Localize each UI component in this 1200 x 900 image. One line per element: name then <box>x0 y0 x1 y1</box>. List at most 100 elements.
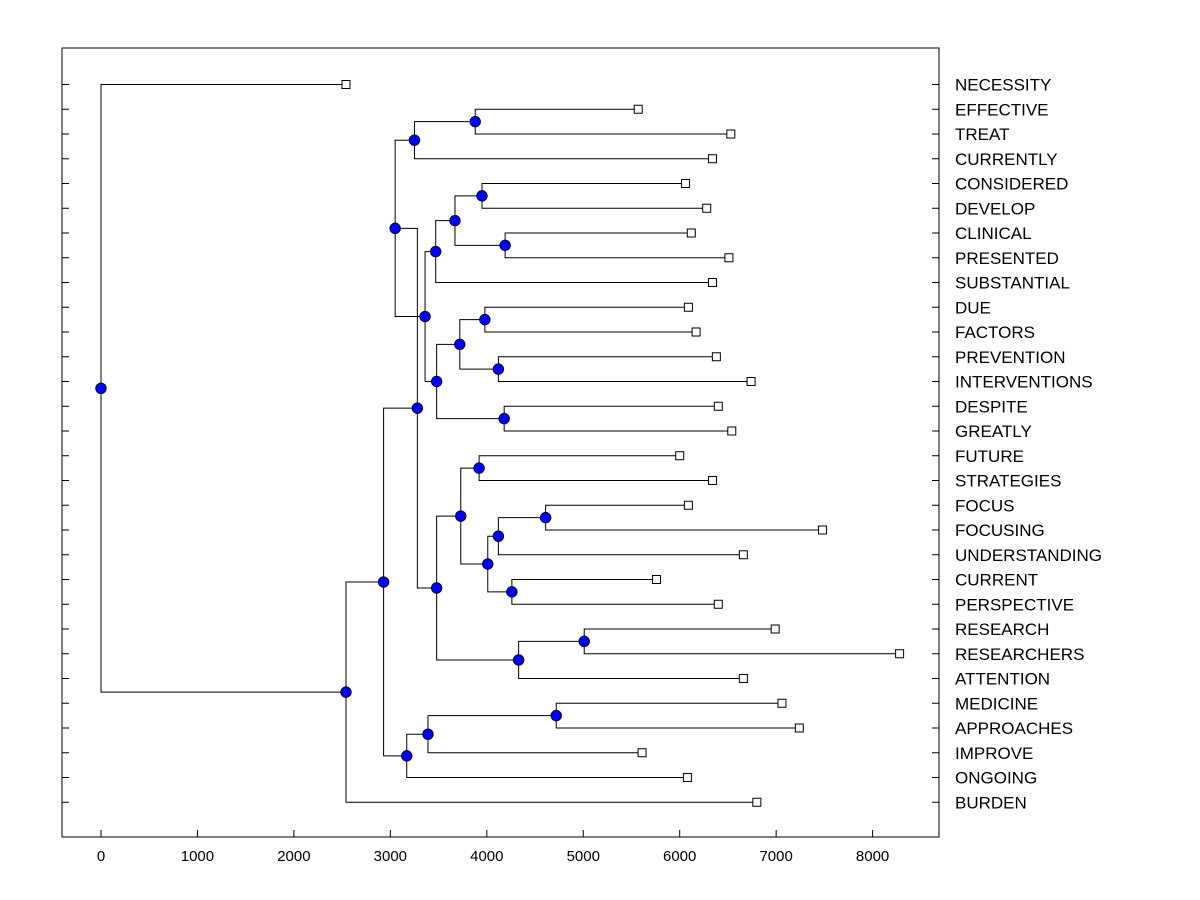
leaf-label-due: DUE <box>955 298 991 317</box>
leaf-marker-prevention <box>711 352 721 362</box>
merge-node-17 <box>482 558 494 570</box>
leaf-marker-focus <box>683 500 693 510</box>
merge-node-4 <box>449 214 461 227</box>
axis-ticks: 0 1000 2000 3000 4000 5000 6000 7000 8000 <box>62 84 939 865</box>
leaf-marker-clinical <box>686 228 696 238</box>
merge-node-14 <box>539 511 552 524</box>
leaf-label-ongoing: ONGOING <box>955 769 1037 788</box>
leaf-label-treat: TREAT <box>955 125 1009 144</box>
leaf-label-improve: IMPROVE <box>955 744 1033 763</box>
merge-node-8 <box>454 338 466 351</box>
leaf-label-medicine: MEDICINE <box>955 694 1038 713</box>
x-tick-label-6000: 6000 <box>663 848 696 865</box>
leaf-label-prevention: PREVENTION <box>955 348 1066 367</box>
leaf-label-understanding: UNDERSTANDING <box>955 546 1102 565</box>
leaf-marker-interventions <box>746 377 756 386</box>
leaf-marker-despite <box>713 401 723 411</box>
leaf-label-currently: CURRENTLY <box>955 150 1058 169</box>
plot-frame <box>61 47 940 838</box>
merge-node-3 <box>499 239 511 252</box>
leaf-marker-perspective <box>713 599 723 609</box>
merge-node-28 <box>95 382 107 395</box>
leaf-marker-researchers <box>895 649 905 659</box>
x-tick-label-8000: 8000 <box>856 848 889 865</box>
leaf-marker-future <box>675 451 685 461</box>
leaf-markers <box>341 80 905 807</box>
merge-node-9 <box>498 412 510 425</box>
merge-node-12 <box>389 222 401 235</box>
leaf-marker-factors <box>691 327 701 337</box>
leaf-marker-approaches <box>794 723 804 733</box>
leaf-marker-due <box>683 302 693 312</box>
merge-node-24 <box>422 728 434 740</box>
leaf-marker-substantial <box>707 278 717 287</box>
leaf-label-attention: ATTENTION <box>955 670 1050 689</box>
merge-node-27 <box>340 686 352 698</box>
merge-node-16 <box>506 586 518 598</box>
x-tick-label-3000: 3000 <box>374 848 407 865</box>
leaf-marker-understanding <box>738 550 748 560</box>
leaf-marker-current <box>652 575 662 584</box>
leaf-marker-improve <box>637 748 647 758</box>
leaf-label-focus: FOCUS <box>955 496 1015 515</box>
merge-node-25 <box>401 750 413 762</box>
leaf-marker-burden <box>752 797 762 807</box>
merge-node-13 <box>473 462 485 474</box>
x-tick-label-4000: 4000 <box>470 848 503 865</box>
leaf-marker-attention <box>738 674 748 683</box>
merge-node-20 <box>512 654 525 666</box>
leaf-marker-research <box>770 624 780 634</box>
merge-node-15 <box>492 530 505 542</box>
leaf-marker-strategies <box>707 476 717 485</box>
merge-node-22 <box>411 402 424 414</box>
leaf-marker-ongoing <box>682 773 692 782</box>
leaf-label-factors: FACTORS <box>955 323 1035 342</box>
merge-node-21 <box>430 582 443 594</box>
leaf-label-focusing: FOCUSING <box>955 521 1045 540</box>
leaf-marker-effective <box>633 104 643 114</box>
leaf-label-burden: BURDEN <box>955 793 1027 812</box>
merge-node-7 <box>492 363 505 375</box>
leaf-label-future: FUTURE <box>955 447 1024 466</box>
leaf-marker-considered <box>680 179 690 188</box>
leaf-marker-medicine <box>777 698 787 708</box>
merge-node-19 <box>578 635 590 648</box>
leaf-label-develop: DEVELOP <box>955 199 1035 218</box>
leaf-label-interventions: INTERVENTIONS <box>955 373 1093 392</box>
leaf-marker-develop <box>702 203 712 213</box>
leaf-label-strategies: STRATEGIES <box>955 472 1061 491</box>
merge-node-18 <box>455 510 467 522</box>
leaf-label-clinical: CLINICAL <box>955 224 1032 243</box>
leaf-label-researchers: RESEARCHERS <box>955 645 1084 664</box>
merge-nodes <box>95 115 590 762</box>
leaf-label-effective: EFFECTIVE <box>955 100 1049 119</box>
merge-node-5 <box>429 245 442 258</box>
leaf-marker-focusing <box>817 525 827 535</box>
x-tick-label-1000: 1000 <box>181 848 214 865</box>
x-tick-label-5000: 5000 <box>567 848 600 865</box>
merge-node-2 <box>476 190 488 202</box>
x-tick-label-7000: 7000 <box>759 848 792 865</box>
leaf-marker-currently <box>707 154 717 164</box>
leaf-label-current: CURRENT <box>955 571 1038 590</box>
merge-node-26 <box>377 576 390 588</box>
leaf-label-presented: PRESENTED <box>955 249 1059 268</box>
merge-node-23 <box>550 709 562 722</box>
leaf-labels: NECESSITY EFFECTIVE TREAT CURRENTLY CONSIDER… <box>955 76 1102 813</box>
leaf-label-greatly: GREATLY <box>955 422 1032 441</box>
leaf-label-substantial: SUBSTANTIAL <box>955 274 1070 293</box>
leaf-marker-treat <box>726 129 736 139</box>
merge-node-1 <box>408 134 421 146</box>
leaf-marker-presented <box>724 253 734 263</box>
x-tick-label-0: 0 <box>97 848 105 865</box>
leaf-label-research: RESEARCH <box>955 620 1049 639</box>
leaf-label-approaches: APPROACHES <box>955 719 1073 738</box>
merge-node-0 <box>469 115 481 128</box>
leaf-label-considered: CONSIDERED <box>955 175 1068 194</box>
x-tick-label-2000: 2000 <box>277 848 310 865</box>
leaf-marker-necessity <box>341 80 351 89</box>
leaf-label-perspective: PERSPECTIVE <box>955 595 1074 614</box>
merge-node-6 <box>479 313 491 326</box>
leaf-label-necessity: NECESSITY <box>955 76 1051 95</box>
